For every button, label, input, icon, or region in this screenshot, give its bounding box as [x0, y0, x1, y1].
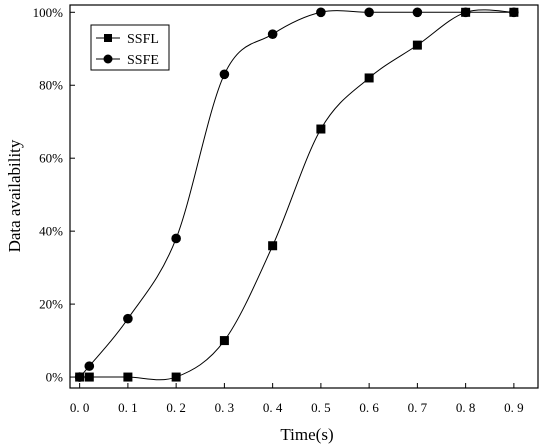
data-point-ssfe: [219, 69, 230, 80]
data-point-ssfe: [412, 7, 423, 18]
x-tick-label: 0. 5: [311, 400, 331, 415]
x-tick-label: 0. 9: [504, 400, 524, 415]
legend-label-ssfe: SSFE: [127, 53, 159, 68]
x-tick-label: 0. 2: [166, 400, 186, 415]
data-point-ssfe: [460, 7, 471, 18]
data-point-ssfl: [171, 372, 181, 382]
x-tick-label: 0. 3: [215, 400, 235, 415]
y-tick-label: 60%: [39, 151, 63, 166]
x-tick-label: 0. 4: [263, 400, 283, 415]
legend-label-ssfl: SSFL: [127, 32, 159, 47]
data-point-ssfe: [316, 7, 326, 18]
y-tick-label: 80%: [39, 78, 63, 93]
data-point-ssfl: [412, 40, 422, 50]
x-tick-label: 0. 6: [359, 400, 379, 415]
y-tick-label: 20%: [39, 297, 63, 312]
data-point-ssfl: [84, 372, 94, 382]
legend: SSFL SSFE: [90, 24, 170, 71]
data-point-ssfe: [74, 372, 85, 382]
y-axis-label: Data availability: [5, 139, 24, 252]
data-point-ssfe: [123, 313, 133, 324]
data-point-ssfe: [267, 29, 278, 39]
data-point-ssfe: [364, 7, 374, 18]
data-point-ssfl: [123, 372, 133, 382]
data-point-ssfe: [84, 361, 95, 371]
legend-box: [90, 24, 170, 71]
y-tick-label: 0%: [46, 370, 64, 385]
x-tick-label: 0. 8: [456, 400, 476, 415]
plot-frame: [69, 4, 539, 389]
y-tick-label: 40%: [39, 224, 63, 239]
markers: [74, 7, 519, 382]
x-axis-label: Time(s): [280, 425, 333, 444]
y-tick-label: 100%: [33, 5, 64, 20]
series-line-ssfe: [79, 10, 514, 378]
x-tick-label: 0. 1: [118, 400, 138, 415]
data-point-ssfe: [509, 7, 519, 18]
data-point-ssfl: [268, 241, 278, 251]
ticks: 0. 0 0. 1 0. 2 0. 3 0. 4 0. 5 0. 6 0. 7 0. 8 0. 9…: [33, 5, 524, 415]
legend-marker-ssfe: [103, 54, 113, 64]
legend-marker-ssfl: [104, 34, 112, 42]
data-point-ssfl: [364, 73, 374, 83]
data-point-ssfl: [316, 124, 326, 134]
data-point-ssfl: [219, 336, 229, 346]
data-point-ssfe: [171, 233, 181, 244]
x-tick-label: 0. 7: [408, 400, 428, 415]
x-tick-label: 0. 0: [70, 400, 90, 415]
